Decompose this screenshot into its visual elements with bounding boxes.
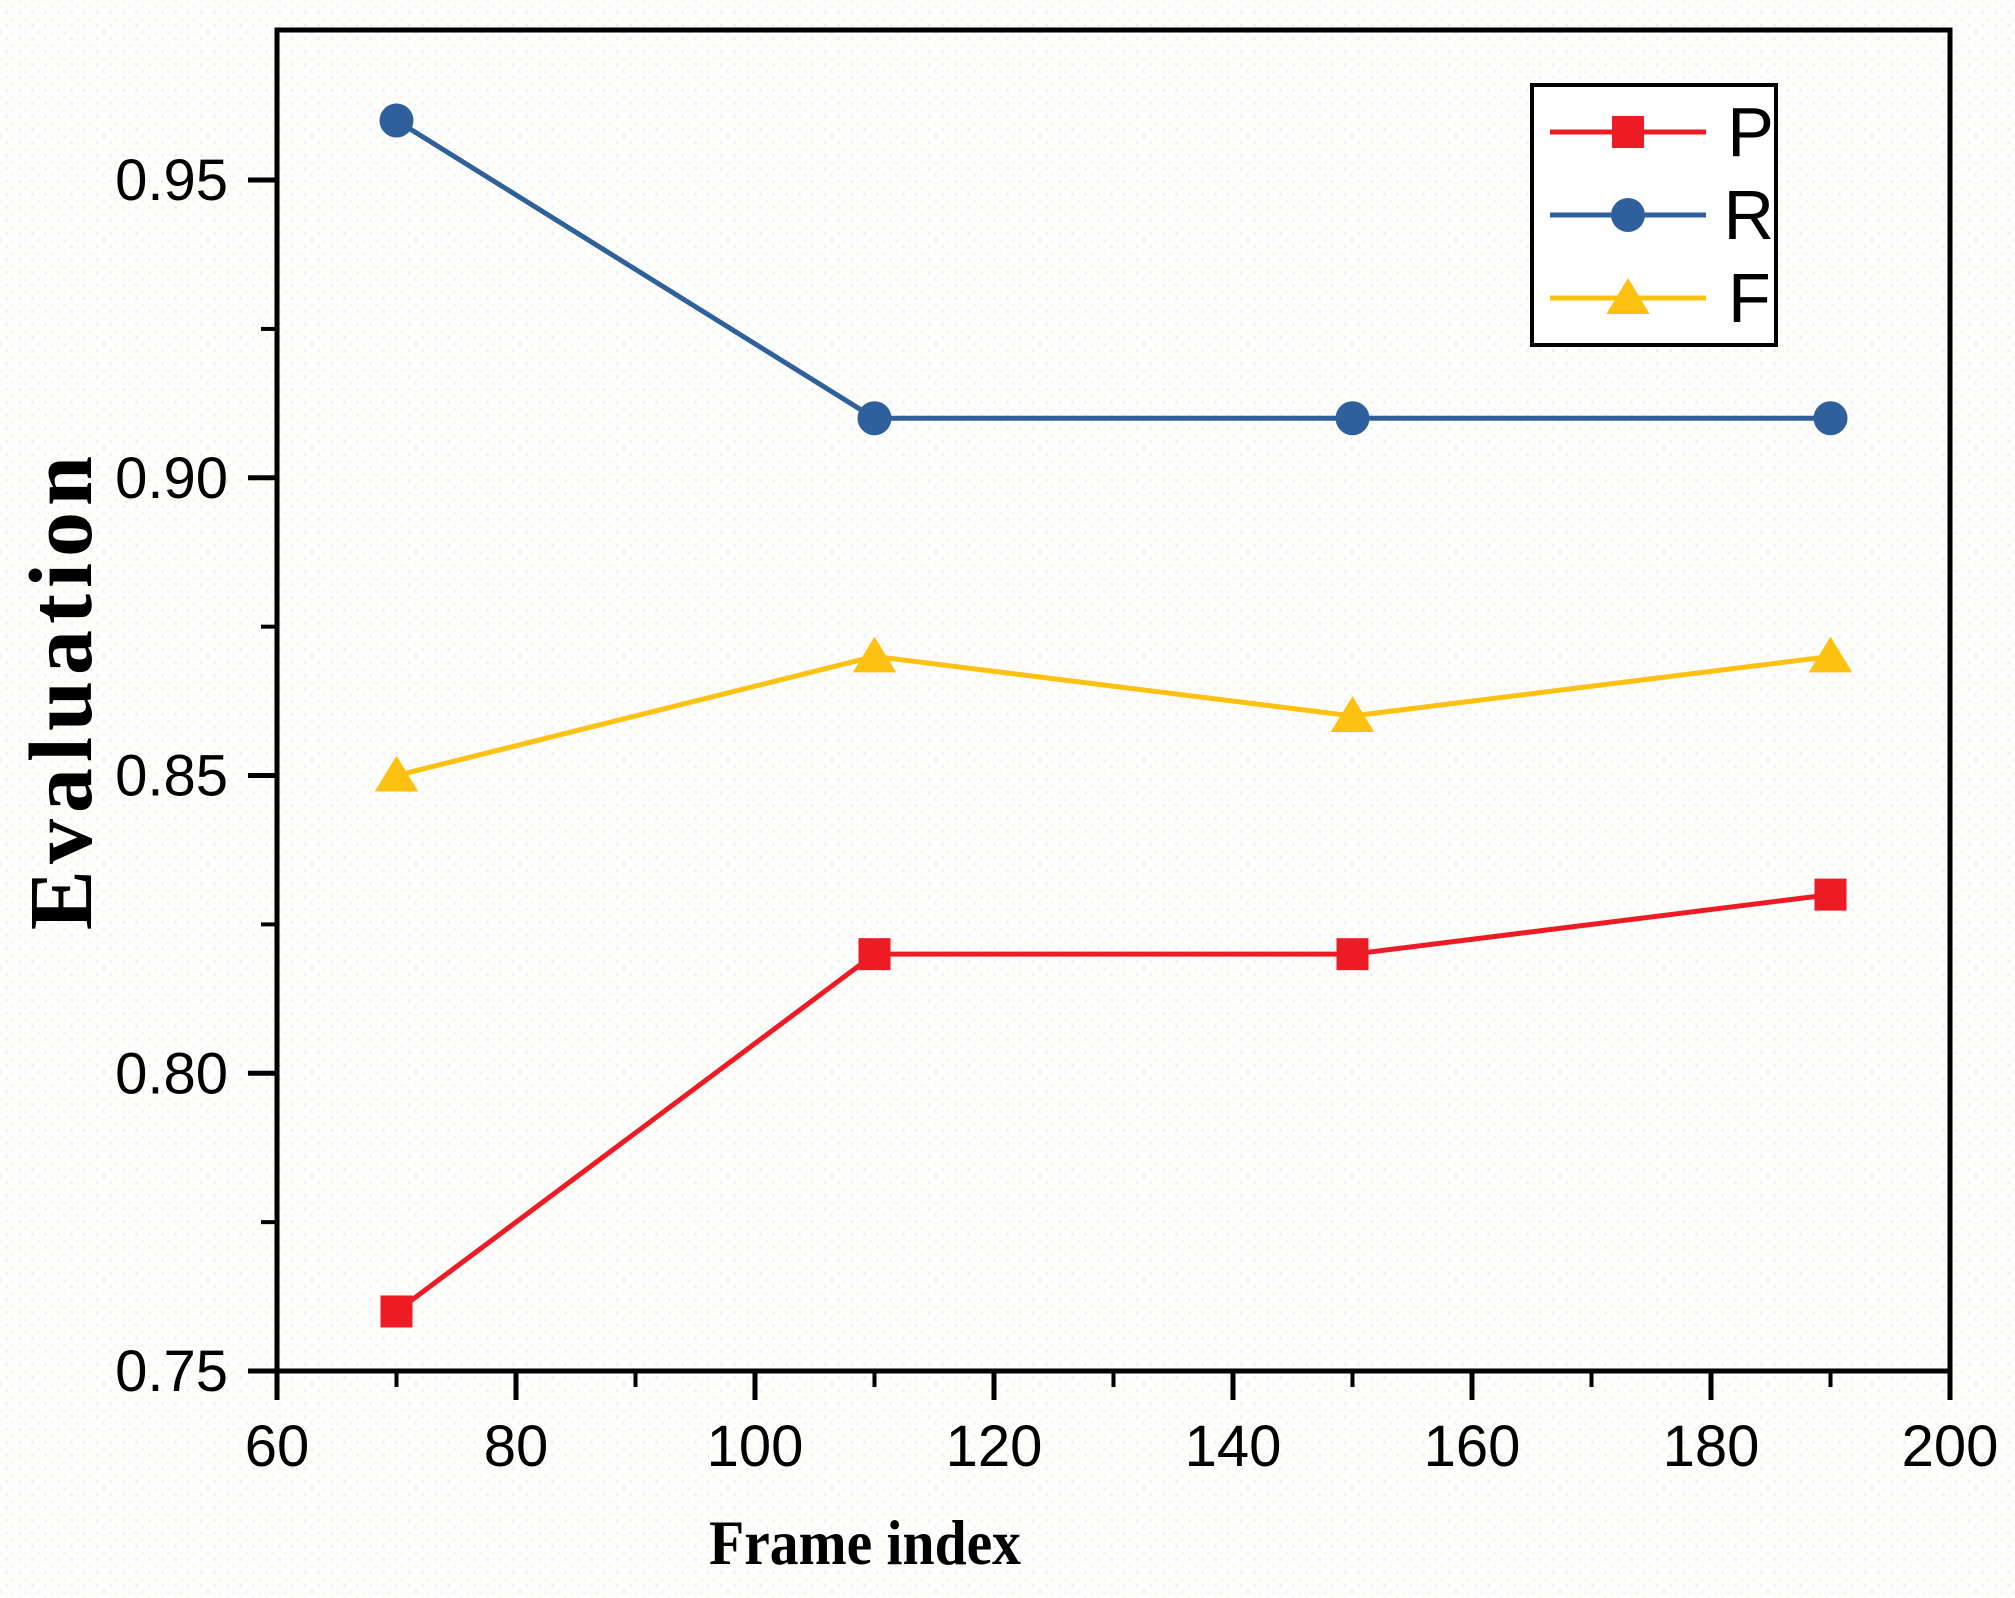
legend-label: F — [1728, 259, 1771, 337]
legend-label: R — [1723, 176, 1774, 254]
series-R — [379, 103, 1848, 436]
series-P — [380, 878, 1847, 1328]
x-tick-label: 60 — [245, 1414, 310, 1479]
marker-circle — [379, 103, 414, 138]
marker-square — [380, 1295, 413, 1328]
legend-marker-square — [1550, 116, 1706, 148]
y-tick-label: 0.75 — [115, 1339, 228, 1404]
x-axis-title: Frame index — [709, 1507, 1021, 1578]
y-tick-label: 0.80 — [115, 1041, 228, 1106]
x-tick-label: 120 — [946, 1414, 1043, 1479]
y-tick-label: 0.95 — [115, 148, 228, 213]
x-tick-label: 80 — [484, 1414, 549, 1479]
marker-triangle — [852, 636, 897, 673]
marker-triangle — [1606, 278, 1650, 314]
y-tick-label: 0.90 — [115, 446, 228, 511]
marker-square — [858, 938, 891, 971]
marker-square — [1814, 878, 1847, 911]
x-tick-label: 160 — [1424, 1414, 1521, 1479]
series-F — [374, 636, 1853, 792]
plot-border — [274, 27, 1953, 1374]
marker-square — [1336, 938, 1369, 971]
marker-square — [1612, 116, 1644, 148]
x-tick-label: 140 — [1185, 1414, 1282, 1479]
y-tick-label: 0.85 — [115, 744, 228, 809]
marker-triangle — [1808, 636, 1853, 673]
axis-ticks — [248, 177, 1953, 1400]
x-tick-label: 180 — [1663, 1414, 1760, 1479]
marker-circle — [1335, 401, 1370, 436]
x-tick-label: 200 — [1902, 1414, 1999, 1479]
series-line — [395, 118, 1831, 421]
legend-marker-triangle — [1550, 278, 1706, 314]
legend-marker-circle — [1550, 198, 1706, 232]
x-tick-label: 100 — [707, 1414, 804, 1479]
series-line — [395, 892, 1831, 1314]
marker-circle — [857, 401, 892, 436]
legend-entry-R: R — [1542, 175, 1774, 255]
y-axis-title: Evaluation — [12, 449, 111, 931]
marker-circle — [1813, 401, 1848, 436]
series-line — [395, 653, 1831, 778]
legend-entry-P: P — [1542, 92, 1774, 172]
legend-entry-F: F — [1542, 258, 1774, 338]
marker-triangle — [374, 755, 419, 792]
marker-circle — [1611, 198, 1645, 232]
marker-triangle — [1330, 696, 1375, 732]
legend-label: P — [1727, 93, 1774, 171]
